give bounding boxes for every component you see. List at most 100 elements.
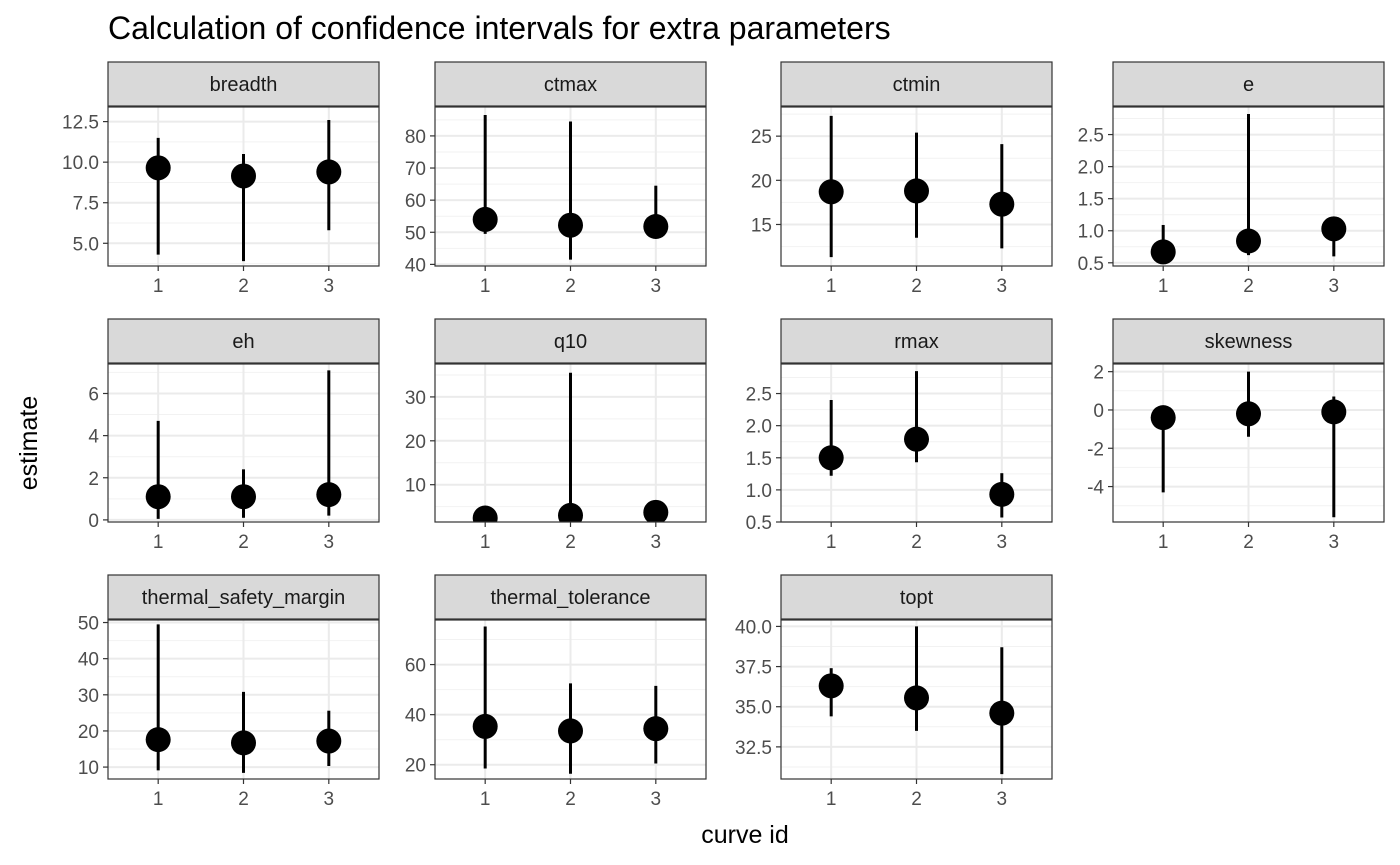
y-tick-label: 1.5 xyxy=(746,449,772,470)
estimate-point xyxy=(904,685,929,711)
y-tick-label: 40.0 xyxy=(735,617,772,638)
x-tick-label: 2 xyxy=(565,276,576,297)
y-tick-label: -2 xyxy=(1087,439,1104,460)
facet-data xyxy=(472,372,669,522)
y-tick-label: 2.0 xyxy=(1078,158,1104,179)
y-tick-label: 12.5 xyxy=(62,113,99,134)
estimate-point xyxy=(1236,228,1261,254)
estimate-point xyxy=(989,481,1015,507)
facet-data xyxy=(145,624,342,773)
facet-data xyxy=(145,119,342,262)
x-tick-label: 3 xyxy=(997,789,1008,810)
estimate-point xyxy=(145,484,171,510)
x-tick-label: 2 xyxy=(1243,532,1254,553)
y-tick-label: 80 xyxy=(405,127,426,148)
facet-strip xyxy=(107,574,380,620)
facet-strip xyxy=(434,61,707,107)
estimate-point xyxy=(231,163,256,189)
y-tick-label: 2 xyxy=(1093,363,1104,384)
estimate-point xyxy=(1236,401,1261,427)
facet-panel-rmax: rmax 0.5 1.0 1.5 2.0 2.5 1 2 3 xyxy=(746,318,1053,553)
estimate-point xyxy=(1321,216,1347,242)
x-tick-label: 3 xyxy=(997,276,1008,297)
x-tick-label: 3 xyxy=(324,532,335,553)
x-tick-label: 3 xyxy=(1329,532,1340,553)
facet-strip-label: q10 xyxy=(554,331,587,353)
y-tick-label: 15 xyxy=(751,215,772,236)
x-tick-label: 2 xyxy=(238,532,249,553)
y-tick-label: 10 xyxy=(405,476,426,497)
panel-border xyxy=(107,619,380,780)
x-tick-label: 3 xyxy=(324,276,335,297)
x-tick-label: 1 xyxy=(826,276,837,297)
x-tick-label: 2 xyxy=(238,276,249,297)
facet-panel-thermal-tolerance: thermal_tolerance 20 40 60 1 2 3 xyxy=(405,574,707,810)
estimate-point xyxy=(1150,405,1176,431)
y-tick-label: 2.5 xyxy=(746,385,772,406)
y-tick-label: 30 xyxy=(78,686,99,707)
facet-strip-label: e xyxy=(1243,74,1254,96)
estimate-point xyxy=(989,191,1015,217)
panel-border xyxy=(780,106,1053,267)
facet-strip xyxy=(780,61,1053,107)
y-tick-label: 4 xyxy=(88,427,99,448)
x-tick-label: 2 xyxy=(238,789,249,810)
y-tick-label: 2.0 xyxy=(746,417,772,438)
y-tick-label: 0.5 xyxy=(746,513,772,534)
estimate-point xyxy=(145,155,171,181)
facet-strip-label: topt xyxy=(900,587,934,609)
y-tick-label: 0.5 xyxy=(1078,254,1104,275)
estimate-point xyxy=(643,213,669,239)
facet-data xyxy=(472,626,669,774)
x-tick-label: 1 xyxy=(153,532,164,553)
facet-strip-label: breadth xyxy=(210,74,278,96)
estimate-point xyxy=(904,178,929,204)
x-tick-label: 1 xyxy=(1158,532,1169,553)
estimate-point xyxy=(231,484,256,510)
facet-panel-breadth: breadth 5.0 7.5 10.0 12.5 1 2 3 xyxy=(62,61,380,297)
x-tick-label: 3 xyxy=(324,789,335,810)
estimate-point xyxy=(316,159,342,185)
estimate-point xyxy=(989,700,1015,726)
x-tick-label: 3 xyxy=(651,532,662,553)
estimate-point xyxy=(558,718,583,744)
estimate-point xyxy=(472,713,498,739)
x-tick-label: 1 xyxy=(480,532,491,553)
estimate-point xyxy=(643,716,669,742)
y-tick-label: 5.0 xyxy=(73,234,99,255)
y-tick-label: 35.0 xyxy=(735,698,772,719)
y-tick-label: 40 xyxy=(78,650,99,671)
facet-data xyxy=(818,115,1015,258)
facet-strip-label: ctmax xyxy=(544,74,597,96)
panel-border xyxy=(1112,363,1385,523)
x-tick-label: 1 xyxy=(480,276,491,297)
facet-data xyxy=(472,115,669,260)
estimate-point xyxy=(643,499,669,522)
facet-data xyxy=(1150,371,1347,518)
estimate-point xyxy=(316,728,342,754)
panel-border xyxy=(1112,106,1385,267)
chart-title: Calculation of confidence intervals for … xyxy=(108,10,891,46)
estimate-point xyxy=(231,730,256,756)
panel-border xyxy=(780,363,1053,523)
estimate-point xyxy=(472,505,498,522)
y-tick-label: 6 xyxy=(88,384,99,405)
x-tick-label: 2 xyxy=(1243,276,1254,297)
facet-strip-label: skewness xyxy=(1205,331,1293,353)
y-tick-label: 32.5 xyxy=(735,738,772,759)
facet-strip xyxy=(780,318,1053,364)
facet-data xyxy=(1150,114,1347,265)
x-tick-label: 2 xyxy=(565,789,576,810)
x-tick-label: 2 xyxy=(911,532,922,553)
x-tick-label: 3 xyxy=(651,276,662,297)
facet-panel-topt: topt 32.5 35.0 37.5 40.0 1 2 3 xyxy=(735,574,1053,810)
estimate-point xyxy=(472,206,498,232)
estimate-point xyxy=(145,727,171,753)
y-tick-label: 20 xyxy=(78,722,99,743)
facet-panel-q10: q10 10 20 30 1 2 3 xyxy=(405,318,707,553)
facet-panel-thermal-safety-margin: thermal_safety_margin 10 20 30 40 50 1 2 3 xyxy=(78,574,380,810)
x-tick-label: 1 xyxy=(153,276,164,297)
panel-border xyxy=(107,363,380,523)
y-tick-label: 40 xyxy=(405,706,426,727)
